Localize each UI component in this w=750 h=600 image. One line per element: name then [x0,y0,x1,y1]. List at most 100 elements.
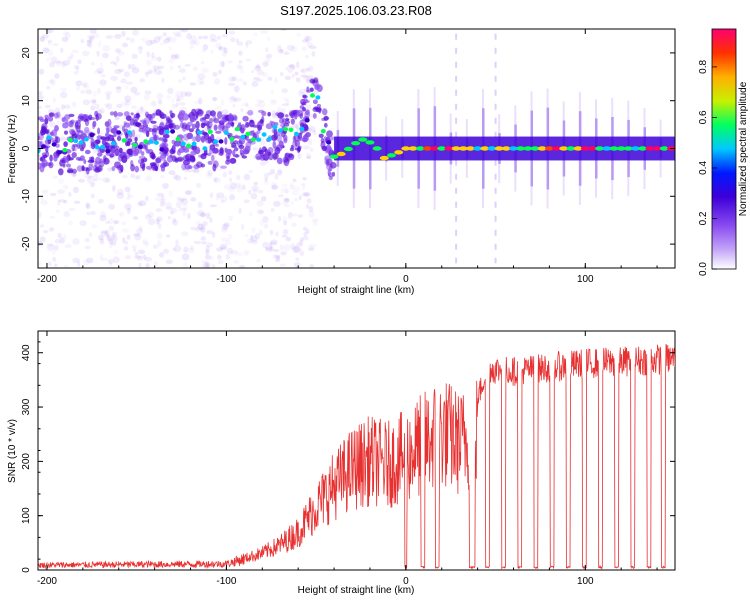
spectrogram-ridge-cell [343,146,353,152]
spectrogram-band-cell [118,166,123,174]
spectrogram-band-cell [273,122,279,126]
spectrogram-noise-cell [195,226,200,232]
spectrogram-band-cell [256,156,263,160]
spectrogram-noise-cell [147,211,155,218]
spectrogram-ridge-cell [304,118,310,123]
spectrogram-band-cell [285,118,290,122]
spectrogram-noise-cell [96,50,100,57]
spectrogram-noise-cell [184,63,191,67]
spectrogram-noise-cell [135,251,139,257]
spectrogram-noise-cell [55,60,62,67]
spectrogram-noise-cell [153,68,162,75]
spectrogram-noise-cell [285,98,290,105]
spectrogram-noise-cell [228,170,233,175]
spectrogram-noise-cell [90,99,97,104]
spectrogram-band-cell [213,118,220,124]
spectrogram-noise-cell [178,29,185,33]
spectrogram-noise-cell [112,234,118,242]
spectrogram-noise-cell [170,210,174,215]
spectrogram-noise-cell [172,31,181,36]
spectrogram-band-cell [318,133,324,138]
spectrogram-band-cell [210,133,215,142]
spectrogram-ridge-cell [78,140,84,145]
spectrogram-ridge-cell [408,146,418,151]
spectrogram-noise-cell [230,95,236,101]
spectrogram-band-cell [225,148,233,155]
spectrogram-band-cell [241,155,248,159]
spectrogram-noise-cell [211,263,216,268]
spectrogram-band-cell [160,153,167,161]
spectrogram-band-cell [169,110,173,115]
spectrogram-noise-cell [124,84,128,90]
spectrogram-noise-cell [174,33,182,38]
spectrogram-noise-cell [193,100,201,105]
spectrogram-noise-cell [271,184,279,190]
spectrogram-noise-cell [175,53,180,60]
spectrogram-noise-cell [223,47,228,54]
spectrogram-noise-cell [79,220,87,227]
spectrogram-noise-cell [245,40,253,45]
spectrogram-ytick-label: -10 [21,189,32,204]
spectrogram-ridge-cell [465,146,475,151]
spectrogram-noise-cell [298,195,302,201]
spectrogram-band-cell [64,114,71,120]
spectrogram-band-cell [290,118,295,125]
spectrogram-noise-cell [90,181,95,188]
spectrogram-noise-cell [263,181,269,185]
spectrogram-noise-cell [243,250,250,256]
spectrogram-noise-cell [228,186,236,192]
spectrogram-noise-cell [97,198,104,204]
spectrogram-band-cell [77,115,85,122]
spectrogram-band-cell [131,129,136,138]
spectrogram-noise-cell [265,246,269,251]
spectrogram-noise-cell [293,262,301,268]
spectrogram-noise-cell [99,214,107,222]
spectrogram-noise-cell [220,237,229,242]
spectrogram-noise-cell [274,76,278,84]
spectrogram-noise-cell [162,248,170,254]
spectrogram-noise-cell [195,220,201,226]
spectrogram-noise-cell [270,239,278,246]
spectrogram-noise-cell [251,226,256,234]
spectrogram-noise-cell [197,223,206,231]
spectrogram-noise-cell [300,74,308,78]
spectrogram-noise-cell [137,249,146,255]
spectrogram-band-cell [324,157,329,165]
spectrogram-noise-cell [165,259,173,265]
spectrogram-noise-cell [138,225,143,232]
spectrogram-noise-cell [222,172,228,178]
spectrogram-band-cell [233,147,239,152]
spectrogram-band-cell [133,113,141,119]
spectrogram-band-cell [229,140,235,145]
spectrogram-band-cell [166,155,173,163]
spectrogram-ridge-cell [559,146,569,151]
spectrogram-ridge-cell [544,146,554,151]
spectrogram-band-cell [186,158,192,162]
snr-ytick-label: 400 [21,344,32,361]
spectrogram-noise-cell [63,211,70,218]
spectrogram-noise-cell [281,201,287,206]
spectrogram-noise-cell [296,32,302,38]
spectrogram-noise-cell [257,70,264,76]
spectrogram-noise-cell [229,182,237,190]
spectrogram-noise-cell [106,234,110,239]
spectrogram-noise-cell [85,89,93,95]
spectrogram-noise-cell [175,98,181,103]
spectrogram-noise-cell [293,185,301,192]
spectrogram-ridge-cell [401,146,411,151]
spectrogram-noise-cell [129,37,135,44]
spectrogram-noise-cell [301,192,309,197]
spectrogram-band-cell [126,141,131,146]
spectrogram-noise-cell [38,68,45,75]
spectrogram-noise-cell [216,192,225,199]
spectrogram-noise-cell [260,161,267,166]
spectrogram-band-cell [267,111,272,117]
spectrogram-noise-cell [133,232,141,237]
spectrogram-ridge-cell [365,140,375,145]
spectrogram-ridge-cell [566,146,576,151]
spectrogram-band-cell [293,134,300,142]
spectrogram-noise-cell [176,95,184,101]
spectrogram-band-cell [306,89,312,93]
spectrogram-noise-cell [157,71,163,75]
spectrogram-noise-cell [156,192,165,197]
